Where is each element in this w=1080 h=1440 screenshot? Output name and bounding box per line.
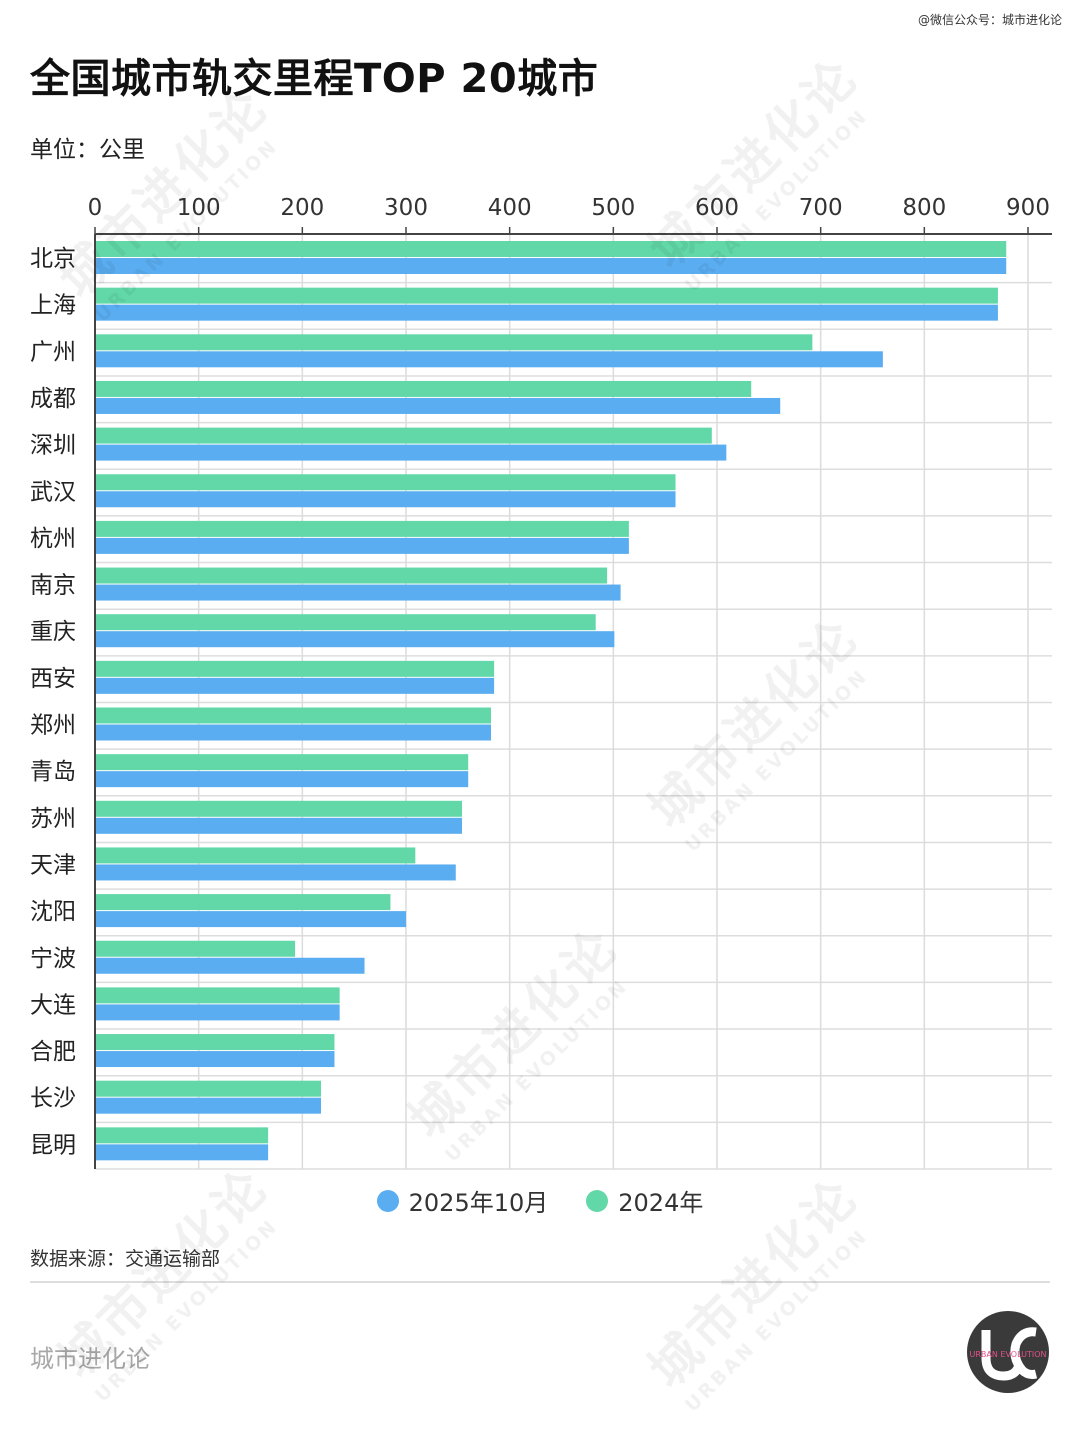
category-label: 合肥 bbox=[30, 1039, 76, 1065]
legend-swatch-2024 bbox=[586, 1189, 609, 1212]
category-label: 沈阳 bbox=[30, 899, 76, 925]
x-tick-label: 900 bbox=[1006, 195, 1050, 221]
x-tick-label: 700 bbox=[799, 195, 843, 221]
category-label: 天津 bbox=[30, 852, 76, 878]
footer-divider bbox=[30, 1281, 1050, 1283]
category-label: 北京 bbox=[30, 246, 76, 272]
category-label: 上海 bbox=[30, 293, 76, 319]
legend-swatch-2025 bbox=[376, 1189, 399, 1212]
bar-2024 bbox=[96, 660, 495, 677]
page-title: 全国城市轨交里程TOP 20城市 bbox=[30, 56, 599, 102]
legend-label-2024: 2024年 bbox=[618, 1189, 704, 1217]
bar-2025 bbox=[96, 911, 406, 928]
bar-2024 bbox=[96, 1034, 335, 1051]
bar-2025 bbox=[96, 677, 495, 694]
brand-logo: URBAN EVOLUTION bbox=[967, 1311, 1049, 1393]
category-label: 长沙 bbox=[30, 1086, 76, 1112]
bar-2024 bbox=[96, 894, 391, 911]
bar-2025 bbox=[96, 258, 1007, 274]
category-label: 重庆 bbox=[30, 619, 76, 645]
category-label: 杭州 bbox=[30, 526, 76, 552]
bar-2025 bbox=[96, 631, 615, 648]
category-label: 南京 bbox=[30, 573, 76, 599]
bar-2025 bbox=[96, 864, 456, 881]
bar-2024 bbox=[96, 1080, 321, 1097]
bar-2024 bbox=[96, 987, 340, 1004]
bar-chart: 0 100 200 300 400 500 600 700 800 900 北京上海广州成都深圳武汉… bbox=[30, 195, 1052, 1170]
bar-2024 bbox=[96, 800, 462, 817]
category-label: 广州 bbox=[30, 339, 76, 365]
bar-2025 bbox=[96, 1144, 269, 1161]
category-label: 深圳 bbox=[30, 433, 76, 459]
category-label: 成都 bbox=[30, 386, 76, 412]
bar-2025 bbox=[96, 771, 469, 788]
legend-item-2024[interactable]: 2024年 bbox=[586, 1183, 703, 1218]
bar-2024 bbox=[96, 241, 1007, 257]
category-label: 武汉 bbox=[30, 479, 76, 505]
x-tick-label: 200 bbox=[280, 195, 324, 221]
bar-2024 bbox=[96, 380, 752, 397]
data-source: 数据来源：交通运输部 bbox=[30, 1248, 221, 1270]
bar-2024 bbox=[96, 1127, 269, 1144]
credit-text: @微信公众号：城市进化论 bbox=[917, 13, 1062, 27]
bar-2025 bbox=[96, 724, 492, 741]
x-tick-label: 100 bbox=[177, 195, 221, 221]
x-tick-label: 0 bbox=[88, 195, 103, 221]
bar-2025 bbox=[96, 444, 727, 461]
bar-2024 bbox=[96, 940, 296, 957]
bar-2024 bbox=[96, 847, 416, 864]
bar-2025 bbox=[96, 1097, 321, 1114]
bar-2024 bbox=[96, 614, 596, 631]
category-label: 青岛 bbox=[30, 759, 76, 785]
x-tick-label: 600 bbox=[695, 195, 739, 221]
bar-2025 bbox=[96, 351, 883, 368]
bar-2025 bbox=[96, 817, 462, 834]
logo-text: URBAN EVOLUTION bbox=[969, 1350, 1046, 1359]
bar-2025 bbox=[96, 1004, 340, 1021]
chart-legend: 2025年10月 2024年 bbox=[0, 1183, 1080, 1218]
category-label: 西安 bbox=[30, 666, 76, 692]
legend-item-2025[interactable]: 2025年10月 bbox=[376, 1183, 549, 1218]
unit-label: 单位：公里 bbox=[30, 137, 145, 163]
brand-name: 城市进化论 bbox=[30, 1345, 150, 1373]
bar-2024 bbox=[96, 754, 469, 771]
bar-2024 bbox=[96, 707, 492, 724]
bar-2025 bbox=[96, 584, 621, 601]
bar-2025 bbox=[96, 957, 365, 974]
bar-2024 bbox=[96, 520, 629, 537]
bar-2025 bbox=[96, 491, 676, 508]
bar-2025 bbox=[96, 537, 629, 554]
legend-label-2025: 2025年10月 bbox=[408, 1189, 549, 1217]
x-tick-label: 800 bbox=[902, 195, 946, 221]
bar-2024 bbox=[96, 567, 608, 584]
x-tick-label: 300 bbox=[384, 195, 428, 221]
bar-2025 bbox=[96, 397, 781, 414]
bar-2025 bbox=[96, 1051, 335, 1068]
bar-2024 bbox=[96, 427, 712, 444]
bar-2024 bbox=[96, 334, 813, 351]
bar-2024 bbox=[96, 474, 676, 491]
bar-2025 bbox=[96, 304, 998, 321]
category-label: 宁波 bbox=[30, 946, 76, 972]
x-tick-label: 500 bbox=[591, 195, 635, 221]
category-label: 昆明 bbox=[30, 1132, 76, 1158]
category-label: 大连 bbox=[30, 992, 76, 1018]
x-tick-label: 400 bbox=[488, 195, 532, 221]
category-label: 苏州 bbox=[30, 806, 76, 832]
category-label: 郑州 bbox=[30, 713, 76, 739]
bar-2024 bbox=[96, 287, 998, 304]
